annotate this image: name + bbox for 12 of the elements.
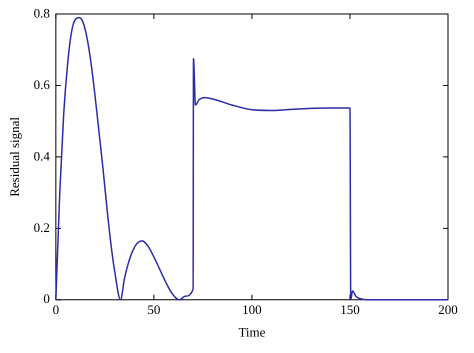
y-tick-label: 0.6 — [34, 76, 50, 92]
x-axis-title: Time — [238, 324, 266, 340]
x-tick-label: 100 — [242, 302, 262, 318]
y-tick-label: 0.4 — [34, 148, 50, 164]
y-tick-label: 0.2 — [34, 220, 50, 235]
x-tick-label: 50 — [147, 302, 160, 318]
y-tick-label: 0 — [43, 291, 50, 306]
x-tick-label: 200 — [438, 302, 458, 318]
line-series — [55, 16, 449, 301]
y-tick-label: 0.8 — [34, 5, 50, 20]
x-tick-label: 150 — [340, 302, 360, 318]
y-axis-title: Residual signal — [7, 116, 22, 197]
